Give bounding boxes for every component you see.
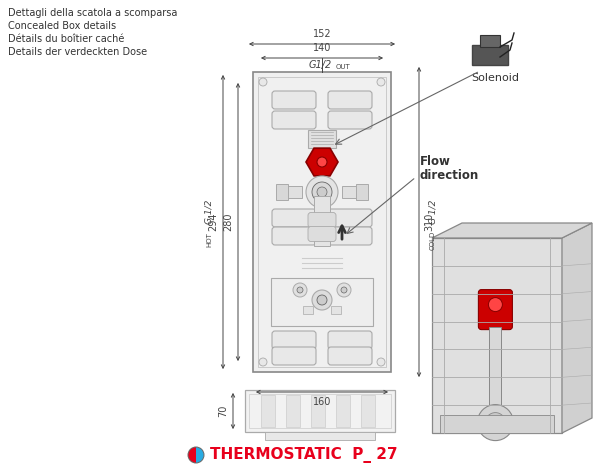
Bar	[245, 390, 395, 432]
Bar	[308, 130, 336, 148]
Text: COLD: COLD	[430, 230, 436, 250]
Text: Dettagli della scatola a scomparsa: Dettagli della scatola a scomparsa	[8, 8, 178, 18]
Circle shape	[297, 287, 303, 293]
Text: 280: 280	[223, 213, 233, 231]
FancyBboxPatch shape	[478, 290, 512, 330]
Bar	[432, 238, 562, 433]
Bar	[356, 184, 368, 200]
Circle shape	[259, 358, 267, 366]
Bar	[286, 395, 300, 427]
Text: 152: 152	[313, 29, 331, 39]
Circle shape	[259, 78, 267, 86]
Bar	[314, 196, 330, 246]
Bar	[253, 72, 391, 372]
Bar	[249, 394, 391, 428]
Circle shape	[478, 405, 514, 441]
Bar	[331, 306, 341, 314]
Text: 140: 140	[313, 43, 331, 53]
FancyBboxPatch shape	[328, 111, 372, 129]
FancyBboxPatch shape	[328, 347, 372, 365]
Circle shape	[317, 187, 327, 197]
Circle shape	[485, 413, 505, 433]
Text: G 1/2: G 1/2	[428, 200, 437, 224]
Text: Flow: Flow	[420, 155, 451, 168]
Bar	[261, 395, 275, 427]
Text: Concealed Box details: Concealed Box details	[8, 21, 116, 31]
Bar	[480, 35, 500, 47]
Bar	[258, 77, 386, 367]
Text: 310: 310	[424, 213, 434, 231]
FancyBboxPatch shape	[308, 227, 336, 241]
Circle shape	[377, 78, 385, 86]
Circle shape	[312, 290, 332, 310]
Text: Solenoid: Solenoid	[471, 73, 519, 83]
Text: G1/2: G1/2	[308, 60, 332, 70]
FancyBboxPatch shape	[328, 91, 372, 109]
FancyBboxPatch shape	[272, 111, 316, 129]
Polygon shape	[432, 223, 592, 238]
Text: direction: direction	[420, 169, 479, 182]
Bar	[282, 186, 302, 198]
Circle shape	[488, 298, 502, 312]
Text: OUT: OUT	[336, 64, 351, 70]
Text: 70: 70	[218, 405, 228, 417]
Circle shape	[341, 287, 347, 293]
Text: 294: 294	[208, 213, 218, 231]
Circle shape	[293, 283, 307, 297]
Text: G 1/2: G 1/2	[205, 200, 214, 224]
Wedge shape	[188, 447, 196, 463]
Bar	[490, 327, 502, 407]
Text: 160: 160	[313, 397, 331, 407]
Text: Détails du boîtier caché: Détails du boîtier caché	[8, 34, 124, 44]
FancyBboxPatch shape	[328, 209, 372, 227]
FancyBboxPatch shape	[328, 227, 372, 245]
FancyBboxPatch shape	[272, 227, 316, 245]
Bar	[336, 395, 350, 427]
Bar	[276, 184, 288, 200]
FancyBboxPatch shape	[272, 347, 316, 365]
Circle shape	[312, 182, 332, 202]
Bar	[303, 306, 313, 314]
FancyBboxPatch shape	[272, 331, 316, 349]
Circle shape	[306, 176, 338, 208]
Bar	[311, 395, 325, 427]
FancyBboxPatch shape	[328, 331, 372, 349]
Bar	[472, 45, 508, 65]
Circle shape	[337, 283, 351, 297]
Text: HOT: HOT	[206, 233, 212, 247]
Bar	[440, 415, 554, 433]
Bar	[361, 395, 375, 427]
FancyBboxPatch shape	[272, 209, 316, 227]
Bar	[265, 432, 375, 440]
Text: THERMOSTATIC  P_ 27: THERMOSTATIC P_ 27	[210, 447, 398, 463]
Bar	[342, 186, 362, 198]
Polygon shape	[562, 223, 592, 433]
Wedge shape	[196, 447, 204, 463]
Circle shape	[377, 358, 385, 366]
Bar	[271, 278, 373, 326]
Circle shape	[317, 157, 327, 167]
FancyBboxPatch shape	[272, 91, 316, 109]
Text: Details der verdeckten Dose: Details der verdeckten Dose	[8, 47, 147, 57]
Circle shape	[317, 295, 327, 305]
FancyBboxPatch shape	[308, 212, 336, 228]
